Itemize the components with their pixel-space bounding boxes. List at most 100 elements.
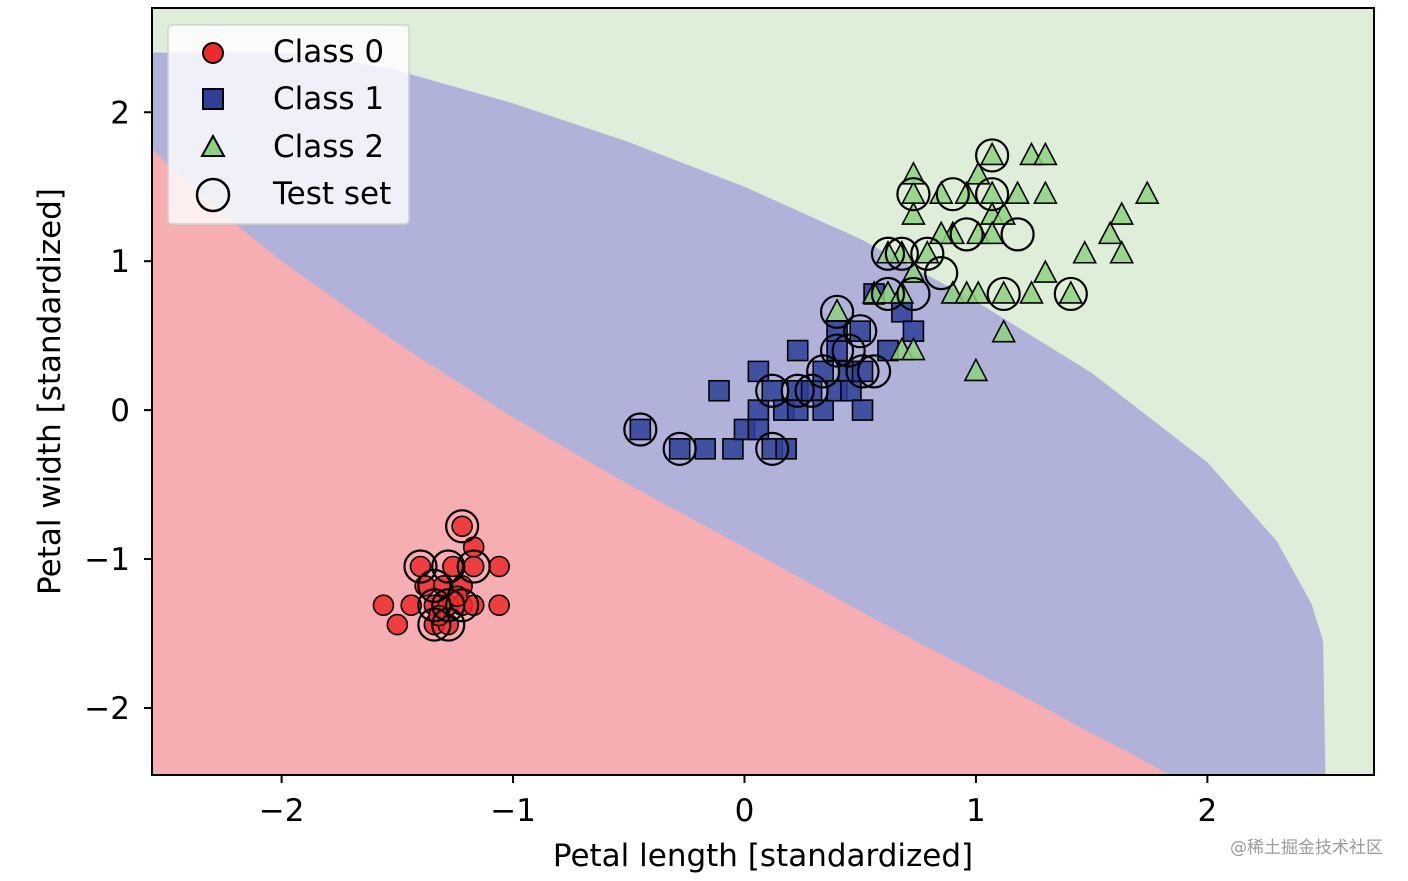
test-set-point xyxy=(910,236,945,271)
class2-point xyxy=(901,180,926,204)
test-set-point xyxy=(896,177,931,212)
test-set-point xyxy=(1000,217,1035,252)
test-set-point xyxy=(417,568,452,603)
test-set-point xyxy=(856,354,892,389)
test-set-point xyxy=(975,138,1010,173)
class2-point xyxy=(965,280,991,304)
test-set-point xyxy=(845,354,880,389)
y-axis-label: Petal width [standardized] xyxy=(32,188,68,595)
test-set-point xyxy=(755,431,790,466)
test-set-point xyxy=(403,549,438,584)
class2-point xyxy=(928,220,954,245)
class2-point xyxy=(824,298,850,322)
x-tick-label: 2 xyxy=(1197,793,1217,829)
test-set-point xyxy=(755,373,790,408)
class2-point xyxy=(1058,280,1084,304)
class1-point xyxy=(761,379,784,402)
class1-point xyxy=(747,360,770,383)
test-set-point xyxy=(819,333,855,368)
class2-point xyxy=(1134,180,1160,204)
test-set-point xyxy=(417,588,452,623)
test-set-point xyxy=(780,373,815,408)
test-set-point xyxy=(831,333,866,368)
test-set-point xyxy=(445,588,480,623)
class1-point xyxy=(708,379,730,402)
class2-point xyxy=(1109,240,1135,264)
test-set-point xyxy=(417,607,452,642)
test-set-point xyxy=(843,314,878,349)
class0-point xyxy=(488,555,510,578)
region-class0 xyxy=(152,149,1171,775)
y-tick-label: −1 xyxy=(84,542,130,578)
legend-testset-marker xyxy=(195,177,231,213)
class0-point xyxy=(372,594,395,617)
class1-point xyxy=(694,438,716,460)
test-set-point xyxy=(884,236,919,271)
legend-class2-marker xyxy=(200,133,226,157)
scatter-markers xyxy=(372,138,1160,642)
test-set-point xyxy=(806,354,841,389)
x-tick-label: −1 xyxy=(490,793,536,829)
class2-point xyxy=(991,280,1017,304)
class0-point xyxy=(386,613,409,636)
x-axis-label: Petal length [standardized] xyxy=(553,838,973,874)
x-tick-label: −2 xyxy=(259,793,305,829)
class1-point xyxy=(786,399,809,421)
class2-point xyxy=(1033,259,1058,283)
test-set-point xyxy=(431,607,466,642)
class2-point xyxy=(1019,280,1044,304)
class2-point xyxy=(1033,180,1058,204)
class0-point xyxy=(409,555,432,578)
class2-point xyxy=(1005,180,1030,204)
class1-point xyxy=(668,438,691,460)
class2-point xyxy=(979,220,1005,245)
class0-point xyxy=(451,515,473,538)
test-set-point xyxy=(456,549,491,584)
class2-point xyxy=(965,161,991,185)
axis-ticks: −2 −1 0 1 2 −2 −1 0 1 2 xyxy=(84,95,1217,829)
class0-point xyxy=(462,536,485,558)
y-tick-label: 1 xyxy=(110,244,130,280)
test-set-point xyxy=(870,276,906,312)
legend-class1-marker xyxy=(202,88,224,110)
legend: Class 0 Class 1 Class 2 Test set xyxy=(167,24,410,225)
test-set-point xyxy=(924,255,959,291)
test-set-point xyxy=(662,431,697,466)
y-tick-label: 2 xyxy=(110,95,130,131)
class1-point xyxy=(747,418,770,441)
test-set-point xyxy=(431,588,466,623)
class2-point xyxy=(1072,240,1098,264)
x-tick-label: 1 xyxy=(966,793,986,829)
class0-point xyxy=(462,555,485,578)
test-set-point xyxy=(623,412,658,447)
y-tick-label: 0 xyxy=(110,393,130,429)
test-set-point xyxy=(1053,276,1088,312)
class2-point xyxy=(901,201,926,225)
test-set-point xyxy=(445,509,480,544)
class2-point xyxy=(963,357,989,382)
legend-class1-label: Class 1 xyxy=(273,81,384,117)
class2-point xyxy=(979,141,1005,166)
legend-class0-label: Class 0 xyxy=(273,34,384,70)
legend-testset-label: Test set xyxy=(272,176,391,212)
class1-point xyxy=(722,438,744,460)
class2-point xyxy=(991,318,1017,343)
y-tick-label: −2 xyxy=(84,691,130,727)
class2-point xyxy=(914,240,940,264)
class2-point xyxy=(901,336,926,361)
test-set-point xyxy=(431,549,466,584)
test-set-point xyxy=(986,276,1021,312)
class1-point xyxy=(786,339,809,362)
test-set-point xyxy=(896,276,931,312)
class1-point xyxy=(629,418,652,441)
class2-point xyxy=(901,259,926,283)
class2-point xyxy=(1109,201,1135,225)
class2-point xyxy=(1097,220,1123,245)
legend-class0-marker xyxy=(202,42,224,64)
class0-point xyxy=(400,594,423,617)
class1-point xyxy=(747,399,770,421)
class2-point xyxy=(991,201,1017,225)
watermark: @稀土掘金技术社区 xyxy=(1230,838,1383,858)
test-set-point xyxy=(949,217,984,252)
